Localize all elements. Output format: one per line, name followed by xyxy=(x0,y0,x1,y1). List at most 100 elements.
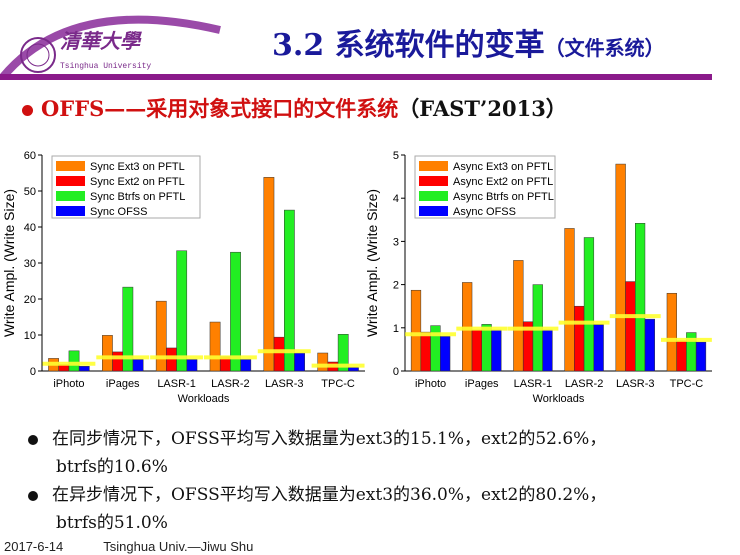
x-tick-label: iPages xyxy=(465,378,499,390)
y-tick-label: 0 xyxy=(30,366,36,378)
y-tick-label: 20 xyxy=(24,294,36,306)
bar-0-5 xyxy=(317,352,329,372)
bar-2-1 xyxy=(122,286,134,372)
x-tick-label: LASR-3 xyxy=(265,378,304,390)
bullet-icon xyxy=(28,434,38,445)
y-axis-label: Write Ampl. (Write Size) xyxy=(365,189,380,337)
bar-0-3 xyxy=(209,321,221,372)
legend-label: Sync Ext3 on PFTL xyxy=(90,161,185,173)
bar-3-3 xyxy=(593,324,604,372)
legend-label: Async Ext2 on PFTL xyxy=(453,176,553,188)
slide-title: 3.2 系统软件的变革（文件系统） xyxy=(272,28,665,66)
bullet-sync-cont: btrfs的10.6% xyxy=(56,457,168,477)
legend-swatch xyxy=(419,176,448,186)
bar-1-4 xyxy=(273,336,285,372)
bar-3-4 xyxy=(644,318,655,372)
bullet-text: 在同步情况下，OFSS平均写入数据量为ext3的15.1%，ext2的52.6%… xyxy=(52,429,607,449)
y-tick-label: 60 xyxy=(24,150,36,162)
x-tick-label: LASR-2 xyxy=(211,378,250,390)
bar-1-2 xyxy=(166,347,177,372)
x-tick-label: TPC-C xyxy=(670,378,704,390)
bar-3-2 xyxy=(186,359,198,372)
bar-3-4 xyxy=(294,352,305,372)
bar-1-0 xyxy=(420,331,431,372)
legend-swatch xyxy=(56,191,85,201)
bar-2-1 xyxy=(481,324,492,372)
bar-3-0 xyxy=(440,336,451,372)
bar-0-1 xyxy=(102,335,113,372)
y-tick-label: 4 xyxy=(393,193,399,205)
legend-label: Async OFSS xyxy=(453,206,516,218)
bar-0-2 xyxy=(513,260,524,372)
x-tick-label: iPhoto xyxy=(53,378,84,390)
y-tick-label: 30 xyxy=(24,258,36,270)
header-arc xyxy=(0,15,221,80)
bar-1-1 xyxy=(471,329,483,372)
bar-3-5 xyxy=(695,341,707,372)
university-logo: 清華大學 xyxy=(60,29,140,53)
bar-2-4 xyxy=(635,223,646,372)
x-tick-label: TPC-C xyxy=(321,378,355,390)
bar-0-5 xyxy=(666,292,677,372)
x-tick-label: LASR-1 xyxy=(514,378,553,390)
bullet-icon xyxy=(22,105,33,116)
footer-date: 2017-6-14 xyxy=(4,539,64,554)
y-tick-label: 2 xyxy=(393,280,399,292)
bar-3-2 xyxy=(542,329,553,372)
header-divider xyxy=(0,74,712,80)
bar-1-4 xyxy=(625,281,636,372)
bar-0-0 xyxy=(410,289,422,372)
legend-label: Async Ext3 on PFTL xyxy=(453,161,553,173)
bar-0-4 xyxy=(615,163,626,372)
bar-3-0 xyxy=(78,366,90,372)
legend-swatch xyxy=(419,191,448,201)
legend-swatch xyxy=(56,161,85,171)
x-tick-label: iPages xyxy=(106,378,140,390)
sync-chart: 0 10 20 30 40 50 60 Write Ampl. (Write Size) Wor… xyxy=(1,150,365,405)
bar-2-5 xyxy=(337,334,349,372)
legend-label: Async Btrfs on PFTL xyxy=(453,191,554,203)
footer: 2017-6-14 Tsinghua Univ.—Jiwu Shu xyxy=(4,539,253,554)
y-tick-label: 3 xyxy=(393,236,399,248)
bar-0-4 xyxy=(263,177,275,372)
bullet-icon xyxy=(28,490,38,501)
bullet-async-cont: btrfs的51.0% xyxy=(56,513,168,533)
legend-label: Sync Ext2 on PFTL xyxy=(90,176,185,188)
x-axis-label: Workloads xyxy=(178,393,230,405)
y-tick-label: 0 xyxy=(393,366,399,378)
bar-2-2 xyxy=(176,250,188,372)
legend-label: Sync OFSS xyxy=(90,206,147,218)
legend-swatch xyxy=(419,161,448,171)
legend-swatch xyxy=(419,206,448,216)
bar-0-2 xyxy=(155,300,167,372)
legend-label: Sync Btrfs on PFTL xyxy=(90,191,185,203)
subtitle-red: 采用对象式接口的文件系统 xyxy=(146,96,399,121)
bar-3-1 xyxy=(491,329,502,372)
bullet-text: 在异步情况下，OFSS平均写入数据量为ext3的36.0%，ext2的80.2%… xyxy=(52,485,607,505)
bar-2-0 xyxy=(68,350,80,372)
x-tick-label: LASR-2 xyxy=(565,378,604,390)
bar-3-1 xyxy=(132,359,144,372)
bar-2-3 xyxy=(583,237,595,372)
y-tick-label: 40 xyxy=(24,222,36,234)
bar-2-4 xyxy=(284,209,295,372)
slide-subtitle: OFFS——采用对象式接口的文件系统（FAST’2013） xyxy=(22,96,567,122)
bar-1-1 xyxy=(112,351,124,372)
legend-swatch xyxy=(56,176,85,186)
subtitle-paren: （FAST’2013） xyxy=(398,96,567,121)
y-tick-label: 50 xyxy=(24,186,36,198)
y-tick-label: 1 xyxy=(393,323,399,335)
subtitle-lead: OFFS—— xyxy=(41,96,147,121)
bar-3-5 xyxy=(348,367,359,372)
university-logo-en: Tsinghua University xyxy=(60,62,152,71)
footer-author: Tsinghua Univ.—Jiwu Shu xyxy=(103,539,254,554)
bullet-sync: 在同步情况下，OFSS平均写入数据量为ext3的15.1%，ext2的52.6%… xyxy=(28,428,606,450)
bar-0-3 xyxy=(564,228,575,372)
title-paren: （文件系统） xyxy=(544,36,665,60)
async-chart: 0 1 2 3 4 5 Write Ampl. (Write Size) Workloads i… xyxy=(365,150,712,405)
y-tick-label: 10 xyxy=(24,330,36,342)
x-tick-label: LASR-1 xyxy=(157,378,196,390)
x-tick-label: LASR-3 xyxy=(616,378,655,390)
x-axis-label: Workloads xyxy=(533,393,585,405)
bar-1-3 xyxy=(574,305,585,372)
